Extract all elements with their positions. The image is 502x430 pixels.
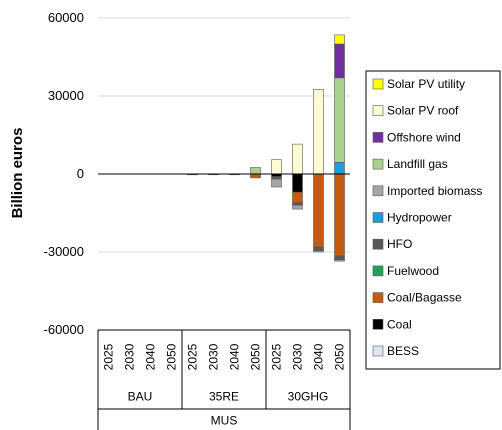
legend-label: Solar PV utility [387, 77, 465, 91]
legend-swatch [372, 238, 384, 250]
legend-swatch [372, 265, 384, 277]
x-group-label: 35RE [209, 390, 239, 404]
legend-swatch [372, 318, 384, 330]
legend-label: Hydropower [387, 211, 452, 225]
legend-label: Coal/Bagasse [387, 291, 462, 305]
x-tick-label: 2040 [312, 343, 326, 370]
legend-label: HFO [387, 237, 412, 251]
bar-segment [313, 173, 324, 248]
bar-segment [250, 167, 261, 175]
x-group-label: BAU [128, 390, 153, 404]
legend-label: Coal [387, 317, 412, 331]
bar-segment [271, 178, 282, 188]
legend-swatch [372, 185, 384, 197]
bar-segment [292, 143, 303, 175]
legend-label: Offshore wind [387, 130, 461, 144]
bar-segment [292, 191, 303, 203]
bar-segment [292, 173, 303, 193]
legend-swatch [372, 212, 384, 223]
legend-swatch [372, 345, 384, 357]
legend-label: Imported biomass [387, 184, 482, 198]
legend-label: Landfill gas [387, 157, 448, 171]
bar-segment [334, 43, 345, 79]
legend-label: Fuelwood [387, 264, 439, 278]
y-tick-label: -30000 [44, 244, 84, 259]
x-tick-label: 2025 [186, 343, 200, 370]
bar-segment [271, 159, 282, 175]
bar-segment [334, 77, 345, 163]
x-tick-label: 2050 [165, 343, 179, 370]
bar-segment [334, 259, 345, 262]
bar-segment [271, 176, 282, 180]
bar-segment [334, 173, 345, 257]
x-tick-label: 2040 [228, 343, 242, 370]
y-tick-label: -60000 [44, 322, 84, 337]
legend-box [365, 70, 501, 370]
bar-segment [292, 204, 303, 210]
y-tick-label: 0 [77, 166, 84, 181]
x-tick-label: 2030 [123, 343, 137, 370]
x-tick-label: 2050 [249, 343, 263, 370]
x-axis: 2025 2030 2040 2050 2025 2030 2040 2050 2025 2030… [97, 329, 351, 430]
bar-segment [292, 202, 303, 206]
x-tick-label: 2025 [270, 343, 284, 370]
legend-swatch [372, 292, 384, 303]
bar-segment [334, 34, 345, 45]
y-tick-label: 60000 [48, 10, 84, 25]
bar-segment [334, 255, 345, 261]
bar-segment [313, 250, 324, 253]
legend-label: BESS [387, 344, 419, 358]
y-tick-label: 30000 [48, 88, 84, 103]
legend-label: Solar PV roof [387, 104, 459, 118]
bar-segment [313, 246, 324, 252]
y-axis-label: Billion euros [9, 128, 26, 219]
legend: Solar PV utility Solar PV roof Offshore wi… [365, 70, 501, 370]
bar-segment [250, 173, 261, 179]
bar-segment [313, 89, 324, 175]
legend-swatch [372, 105, 384, 116]
y-axis-tick-labels: 60000 30000 0 -30000 -60000 [44, 10, 84, 337]
legend-swatch [372, 158, 384, 170]
bar-segment [334, 162, 345, 175]
x-tick-label: 2030 [207, 343, 221, 370]
x-group-label: 30GHG [288, 390, 329, 404]
legend-swatch [372, 78, 384, 90]
legend-swatch [372, 132, 384, 143]
x-group-label: MUS [211, 414, 238, 428]
x-tick-label: 2025 [102, 343, 116, 370]
x-tick-label: 2030 [291, 343, 305, 370]
bars [187, 34, 345, 262]
x-tick-label: 2040 [144, 343, 158, 370]
x-tick-label: 2050 [333, 343, 347, 370]
